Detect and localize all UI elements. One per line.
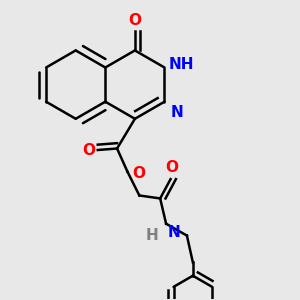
Text: N: N xyxy=(170,105,183,120)
Text: NH: NH xyxy=(169,57,194,72)
Text: O: O xyxy=(166,160,178,175)
Text: O: O xyxy=(132,166,145,181)
Text: O: O xyxy=(82,142,95,158)
Text: N: N xyxy=(168,225,180,240)
Text: O: O xyxy=(128,13,141,28)
Text: H: H xyxy=(146,228,159,243)
